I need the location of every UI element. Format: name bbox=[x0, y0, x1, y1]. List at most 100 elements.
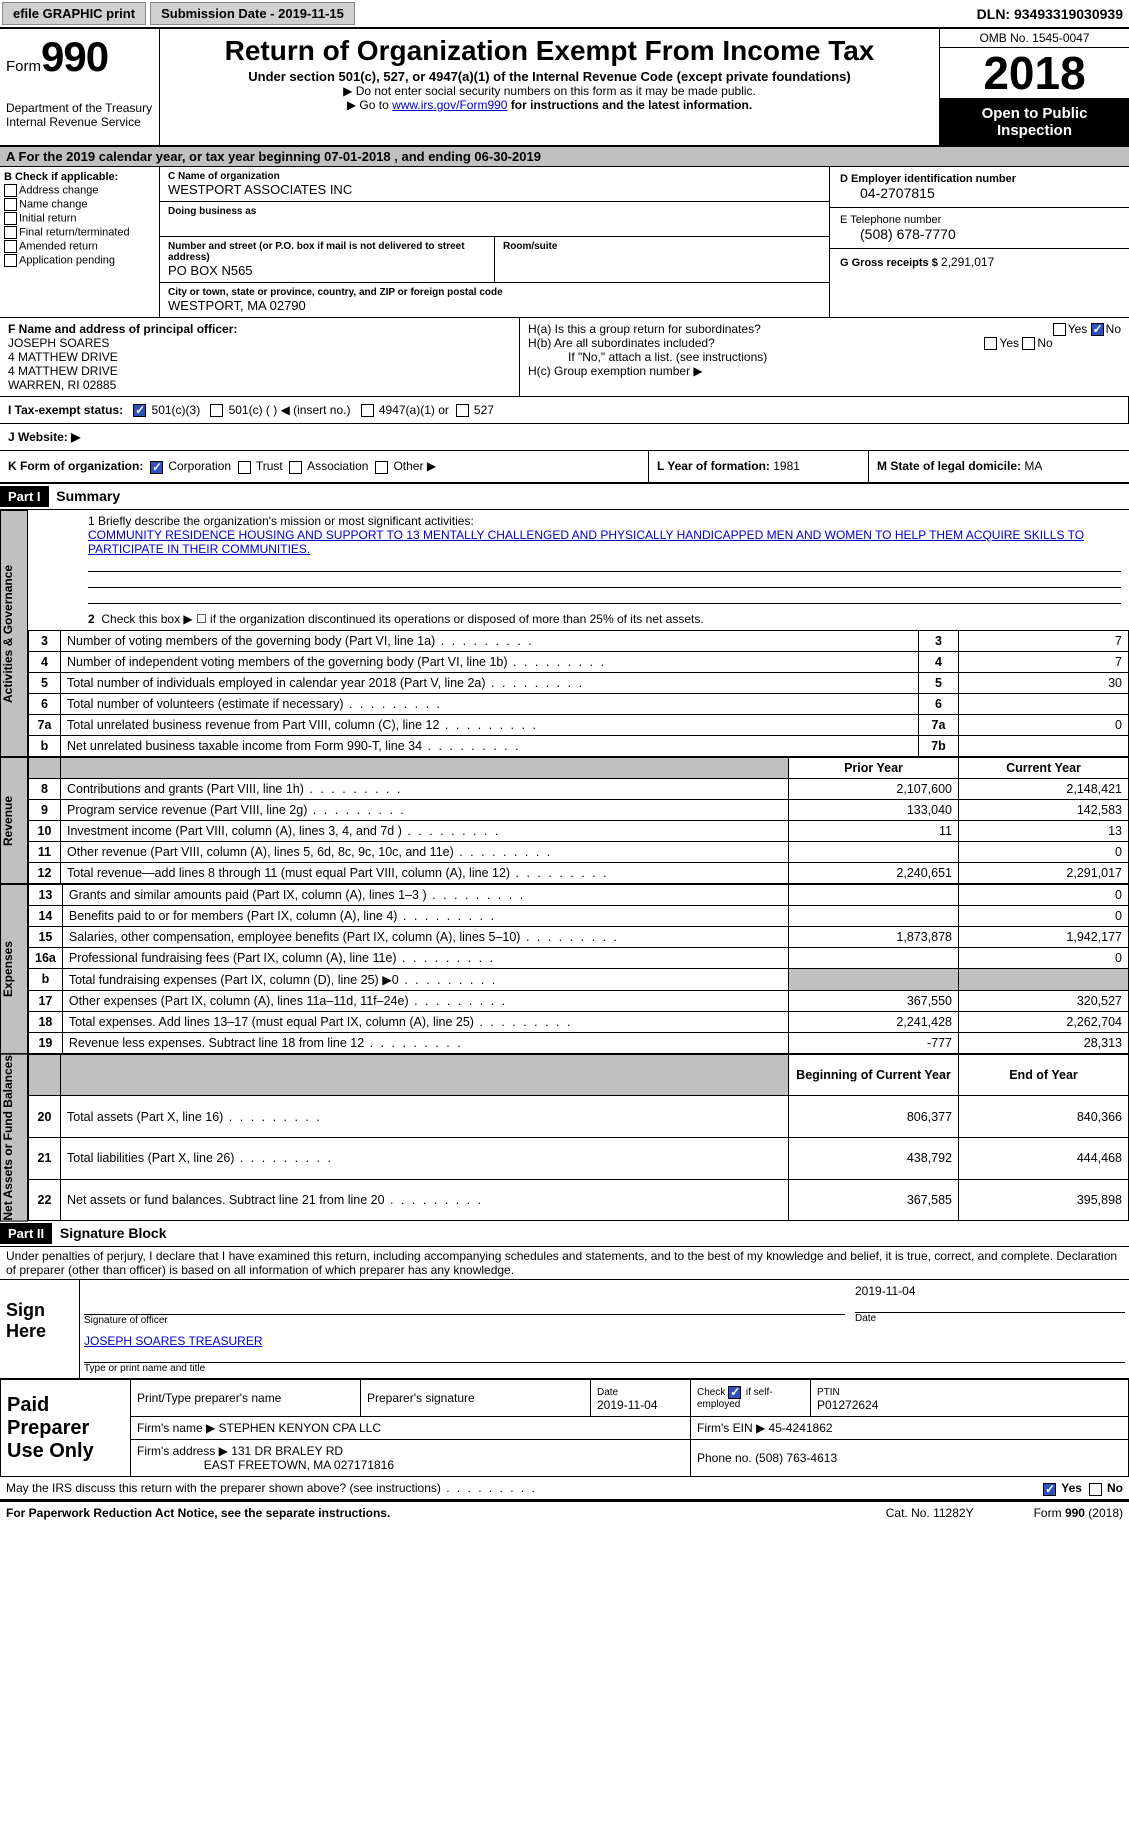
l-label: L Year of formation: bbox=[657, 459, 773, 473]
chk-corp[interactable] bbox=[150, 461, 163, 474]
row-num: 15 bbox=[29, 926, 63, 947]
paid-preparer-block: Paid Preparer Use Only Print/Type prepar… bbox=[0, 1379, 1129, 1477]
prep-name-label: Print/Type preparer's name bbox=[131, 1380, 361, 1417]
footer-left: For Paperwork Reduction Act Notice, see … bbox=[6, 1506, 390, 1520]
ha-yes[interactable] bbox=[1053, 323, 1066, 336]
row-j: J Website: ▶ bbox=[0, 424, 1129, 451]
row-desc: Net unrelated business taxable income fr… bbox=[61, 735, 919, 756]
period-text-a: A For the 2019 calendar year, or tax yea… bbox=[6, 149, 324, 164]
row-prior bbox=[789, 841, 959, 862]
dba-label: Doing business as bbox=[168, 206, 821, 217]
row-prior bbox=[789, 968, 959, 990]
row-desc: Grants and similar amounts paid (Part IX… bbox=[62, 884, 788, 905]
d-label: D Employer identification number bbox=[840, 173, 1016, 185]
discuss-q: May the IRS discuss this return with the… bbox=[6, 1481, 441, 1495]
row-prior: 2,241,428 bbox=[789, 1011, 959, 1032]
form-number: 990 bbox=[41, 33, 108, 80]
page-footer: For Paperwork Reduction Act Notice, see … bbox=[0, 1501, 1129, 1524]
chk-4947[interactable] bbox=[361, 404, 374, 417]
line2: 2 Check this box ▶ ☐ if the organization… bbox=[28, 608, 1129, 630]
g-label: G Gross receipts $ bbox=[840, 257, 941, 269]
footer-mid: Cat. No. 11282Y bbox=[886, 1506, 974, 1520]
row-desc: Professional fundraising fees (Part IX, … bbox=[62, 947, 788, 968]
row-num: 14 bbox=[29, 905, 63, 926]
firm-ein-label: Firm's EIN ▶ bbox=[697, 1421, 769, 1435]
chk-other[interactable] bbox=[375, 461, 388, 474]
dln-label: DLN: bbox=[977, 6, 1014, 22]
discuss-no[interactable] bbox=[1089, 1483, 1102, 1496]
gov-vlabel: Activities & Governance bbox=[0, 510, 28, 757]
row-prior: -777 bbox=[789, 1032, 959, 1053]
chk-final-return[interactable]: Final return/terminated bbox=[4, 226, 155, 239]
instructions-link[interactable]: www.irs.gov/Form990 bbox=[392, 98, 507, 112]
form-header: Form990 Department of the Treasury Inter… bbox=[0, 29, 1129, 147]
chk-assoc[interactable] bbox=[289, 461, 302, 474]
ptin-value: P01272624 bbox=[817, 1398, 878, 1412]
chk-name-change[interactable]: Name change bbox=[4, 198, 155, 211]
sig-officer-label: Signature of officer bbox=[84, 1314, 845, 1326]
ha-no[interactable] bbox=[1091, 323, 1104, 336]
chk-amended[interactable]: Amended return bbox=[4, 240, 155, 253]
hb-no[interactable] bbox=[1022, 337, 1035, 350]
discuss-yes[interactable] bbox=[1043, 1483, 1056, 1496]
hc-label: H(c) Group exemption number ▶ bbox=[528, 364, 1121, 378]
hb-yes[interactable] bbox=[984, 337, 997, 350]
row-current: 2,262,704 bbox=[959, 1011, 1129, 1032]
prep-sig-label: Preparer's signature bbox=[361, 1380, 591, 1417]
row-num: 3 bbox=[29, 630, 61, 651]
row-num: 17 bbox=[29, 990, 63, 1011]
part1-title: Summary bbox=[56, 488, 120, 504]
phone-value: (508) 678-7770 bbox=[840, 226, 1119, 242]
officer-name: JOSEPH SOARES bbox=[8, 336, 109, 350]
row-box: 7a bbox=[919, 714, 959, 735]
row-num: 13 bbox=[29, 884, 63, 905]
note-pre: ▶ Go to bbox=[347, 98, 392, 112]
chk-address-change[interactable]: Address change bbox=[4, 184, 155, 197]
hb-note: If "No," attach a list. (see instruction… bbox=[528, 350, 1121, 364]
col-current: Current Year bbox=[959, 757, 1129, 778]
row-desc: Contributions and grants (Part VIII, lin… bbox=[61, 778, 789, 799]
row-num: 21 bbox=[29, 1137, 61, 1179]
row-num: b bbox=[29, 735, 61, 756]
f-label: F Name and address of principal officer: bbox=[8, 322, 237, 336]
row-num: 18 bbox=[29, 1011, 63, 1032]
chk-trust[interactable] bbox=[238, 461, 251, 474]
part1-badge: Part I bbox=[0, 486, 49, 507]
e-label: E Telephone number bbox=[840, 214, 1119, 226]
row-num: 9 bbox=[29, 799, 61, 820]
row-desc: Other expenses (Part IX, column (A), lin… bbox=[62, 990, 788, 1011]
exp-vlabel: Expenses bbox=[0, 884, 28, 1054]
org-name: WESTPORT ASSOCIATES INC bbox=[168, 182, 821, 197]
submission-button[interactable]: Submission Date - 2019-11-15 bbox=[150, 2, 355, 25]
mission-text[interactable]: COMMUNITY RESIDENCE HOUSING AND SUPPORT … bbox=[88, 528, 1121, 556]
efile-button[interactable]: efile GRAPHIC print bbox=[2, 2, 146, 25]
row-num: 5 bbox=[29, 672, 61, 693]
chk-527[interactable] bbox=[456, 404, 469, 417]
form-title: Return of Organization Exempt From Incom… bbox=[166, 35, 933, 67]
row-desc: Salaries, other compensation, employee b… bbox=[62, 926, 788, 947]
rev-vlabel: Revenue bbox=[0, 757, 28, 884]
prep-date: 2019-11-04 bbox=[597, 1398, 658, 1412]
chk-self-employed[interactable] bbox=[728, 1386, 741, 1399]
governance-section: Activities & Governance 1 Briefly descri… bbox=[0, 510, 1129, 757]
row-num: 16a bbox=[29, 947, 63, 968]
paid-label: Paid Preparer Use Only bbox=[1, 1380, 131, 1477]
section-c: C Name of organization WESTPORT ASSOCIAT… bbox=[160, 167, 829, 317]
netassets-section: Net Assets or Fund Balances Beginning of… bbox=[0, 1054, 1129, 1222]
row-desc: Number of independent voting members of … bbox=[61, 651, 919, 672]
officer-addr3: WARREN, RI 02885 bbox=[8, 378, 116, 392]
dln-value: 93493319030939 bbox=[1014, 6, 1123, 22]
chk-app-pending[interactable]: Application pending bbox=[4, 254, 155, 267]
firm-phone-label: Phone no. bbox=[697, 1451, 755, 1465]
row-desc: Other revenue (Part VIII, column (A), li… bbox=[61, 841, 789, 862]
chk-501c[interactable] bbox=[210, 404, 223, 417]
period-end: 06-30-2019 bbox=[474, 149, 541, 164]
chk-initial-return[interactable]: Initial return bbox=[4, 212, 155, 225]
chk-501c3[interactable] bbox=[133, 404, 146, 417]
section-b: B Check if applicable: Address change Na… bbox=[0, 167, 160, 317]
row-desc: Total number of volunteers (estimate if … bbox=[61, 693, 919, 714]
header-mid: Return of Organization Exempt From Incom… bbox=[160, 29, 939, 145]
row-desc: Total assets (Part X, line 16) bbox=[61, 1096, 789, 1138]
sig-date: 2019-11-04 bbox=[855, 1284, 1125, 1298]
row-val bbox=[959, 735, 1129, 756]
